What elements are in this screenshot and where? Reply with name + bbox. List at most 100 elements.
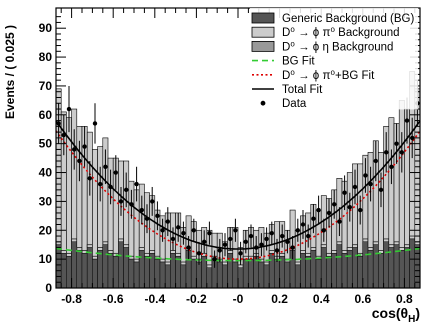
data-point (150, 199, 155, 204)
bar-generic-background (352, 247, 358, 289)
bar-generic-background (107, 253, 114, 289)
bar-generic-background (284, 261, 291, 289)
data-point (316, 207, 321, 213)
x-axis-label: cos(θH) (372, 305, 420, 325)
data-point (217, 248, 222, 253)
data-point (347, 204, 352, 210)
data-point (176, 225, 181, 230)
x-tick-label: -0.2 (186, 292, 207, 306)
data-point (61, 132, 66, 138)
data-point (160, 228, 165, 233)
data-point (207, 230, 212, 236)
y-tick-label: 80 (39, 50, 53, 64)
fit-curves-layer (55, 120, 421, 262)
bar-generic-background (399, 250, 405, 289)
bar-generic-background (144, 256, 150, 289)
data-point (134, 181, 139, 187)
legend-label: Generic Background (BG) (282, 13, 414, 25)
bar-generic-background (326, 256, 332, 289)
bar-generic-background (55, 244, 62, 289)
data-point (254, 245, 259, 250)
bar-generic-background (258, 261, 265, 289)
y-axis-label: Events / ( 0.025 ) (3, 25, 17, 119)
legend-marker (260, 100, 266, 106)
legend-swatch (251, 41, 275, 52)
data-point (285, 239, 290, 245)
data-point (66, 106, 72, 112)
bar-generic-background (331, 253, 338, 289)
bar-generic-background (295, 264, 301, 289)
bar-generic-background (175, 256, 182, 289)
bar-generic-background (133, 261, 140, 289)
legend-swatch (251, 12, 275, 24)
legend-label: Data (282, 98, 307, 110)
legend: Generic Background (BG) D⁰ → ϕ π⁰ Backgro… (250, 8, 418, 110)
data-point (212, 256, 217, 262)
data-point (337, 219, 342, 224)
bar-generic-background (123, 247, 129, 289)
data-point (321, 228, 326, 233)
data-point (124, 187, 129, 193)
data-point (399, 150, 404, 155)
data-point (191, 228, 196, 233)
bar-generic-background (159, 261, 166, 289)
bar-generic-background (71, 241, 77, 289)
bar-generic-background (154, 258, 161, 289)
data-point (118, 199, 124, 204)
bar-generic-background (362, 241, 369, 289)
data-points-layer (56, 80, 420, 268)
data-point (352, 184, 358, 190)
x-tick-label: -0.4 (144, 292, 165, 306)
data-point (394, 141, 399, 146)
bar-generic-background (341, 253, 348, 289)
bar-generic-background (86, 247, 93, 289)
x-tick-label: -0 (233, 292, 244, 306)
bar-generic-background (216, 261, 223, 289)
legend-label: D⁰ → ϕ π⁰+BG Fit (282, 70, 375, 82)
legend-swatch (251, 26, 275, 38)
y-tick-label: 60 (39, 108, 53, 122)
data-point (384, 150, 389, 155)
data-point (222, 242, 228, 247)
data-point (87, 176, 93, 181)
y-tick-label: 90 (39, 21, 53, 35)
data-point (274, 248, 280, 253)
bar-generic-background (76, 250, 83, 289)
data-point (98, 181, 103, 187)
data-point (108, 184, 113, 190)
legend-label: BG Fit (282, 56, 315, 68)
legend-label: D⁰ → ϕ η Background (282, 41, 393, 53)
axis-ticks-layer: -0.8 -0.6 -0.4 -0.2 -0 0.2 0.4 0.6 0.8 0 10 20 30 40 5… (39, 8, 420, 306)
data-point (56, 121, 61, 126)
bar-generic-background (414, 244, 421, 289)
bar-generic-background (357, 256, 364, 289)
data-point (155, 213, 160, 219)
bar-generic-background (66, 256, 72, 289)
data-point (410, 135, 415, 141)
data-point (170, 236, 176, 242)
bar-generic-background (310, 250, 317, 289)
bar-generic-background (138, 250, 145, 289)
data-point (139, 207, 144, 213)
x-tick-label: 0.8 (396, 292, 413, 306)
bar-generic-background (378, 253, 384, 289)
bar-generic-background (206, 267, 213, 289)
data-point (181, 230, 186, 236)
legend-label: Total Fit (282, 84, 323, 96)
data-point (332, 202, 337, 207)
bar-generic-background (383, 241, 390, 289)
y-tick-label: 70 (39, 79, 53, 93)
y-tick-label: 10 (39, 252, 53, 266)
bar-generic-background (237, 267, 244, 289)
data-point (77, 158, 82, 164)
data-point (373, 158, 378, 164)
bar-phi-pi0-background (71, 108, 78, 243)
x-tick-label: 0.6 (354, 292, 371, 306)
bar-generic-background (92, 258, 98, 289)
y-tick-label: 50 (39, 137, 53, 151)
data-point (290, 245, 295, 250)
bar-generic-background (388, 247, 395, 289)
data-point (389, 164, 394, 169)
data-point (295, 228, 300, 233)
data-point (82, 144, 87, 149)
